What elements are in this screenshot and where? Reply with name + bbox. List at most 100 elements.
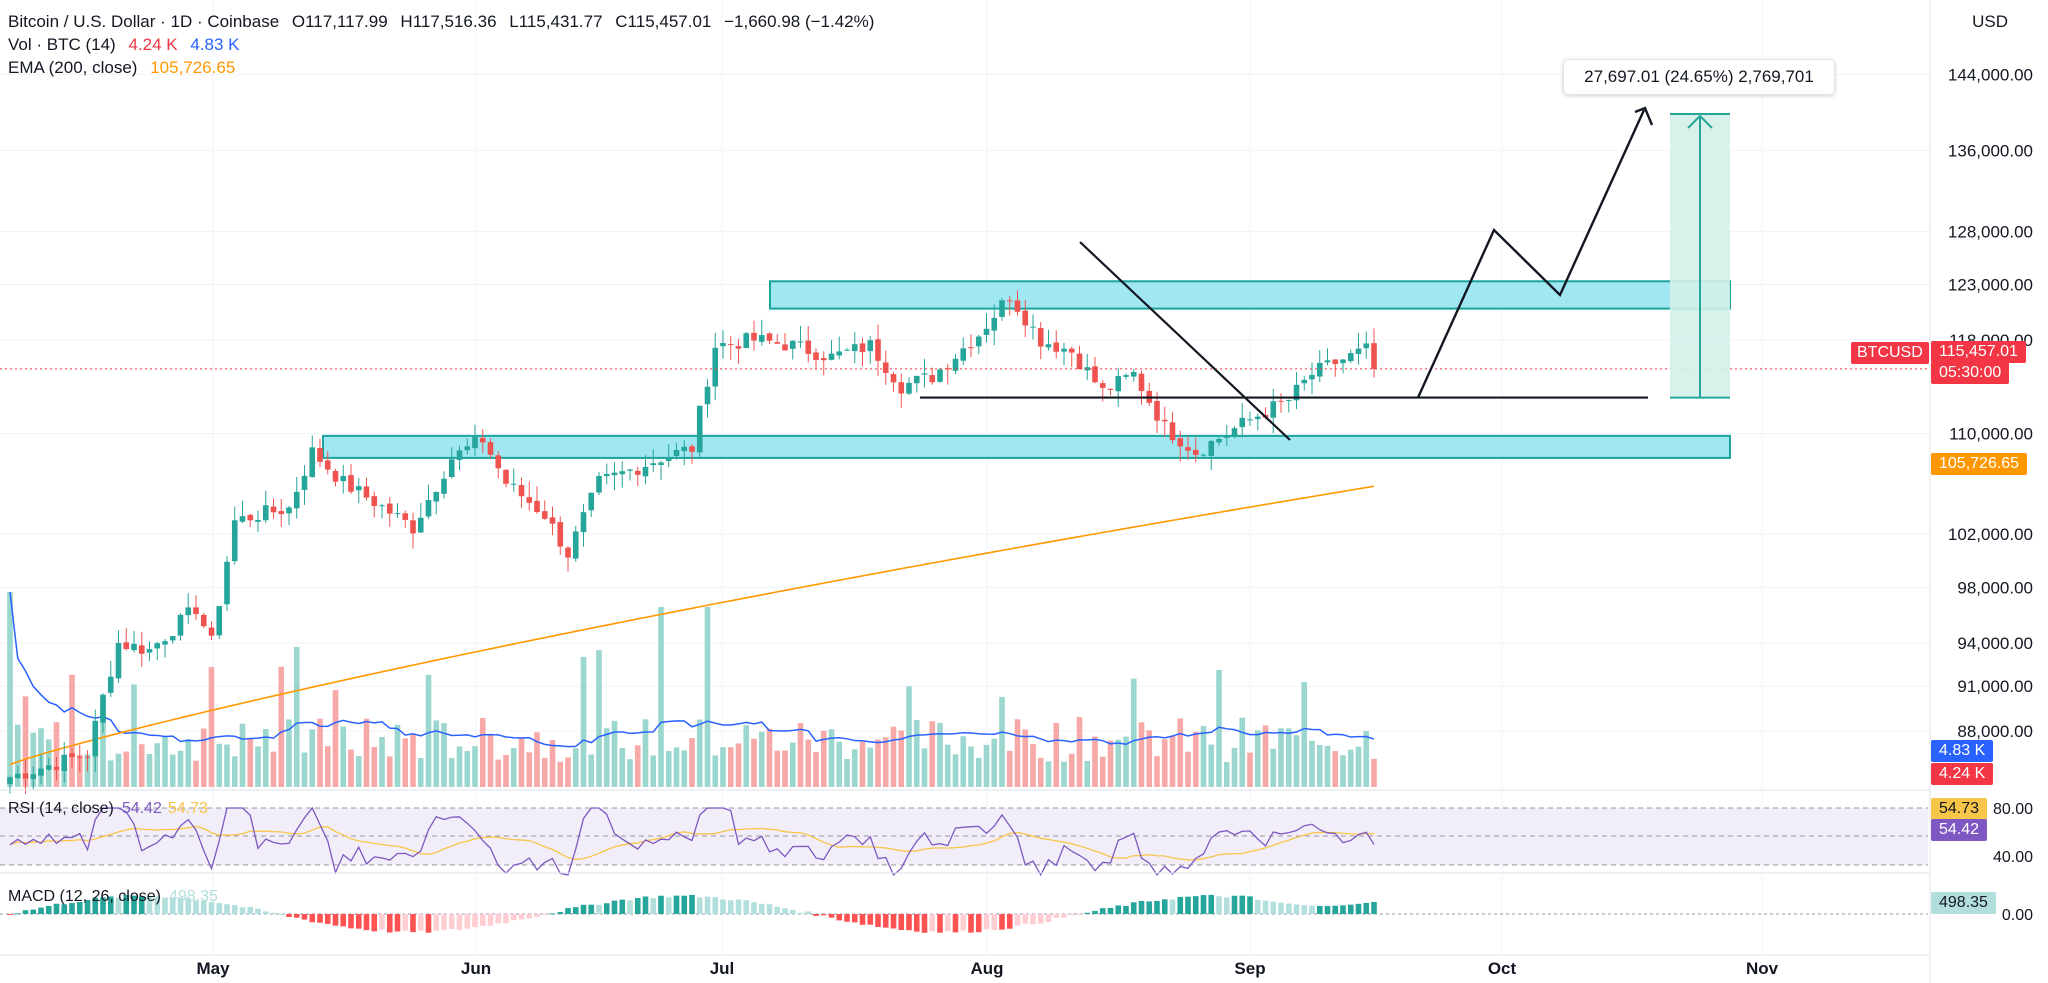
macd-histogram-bar [1192,896,1199,914]
macd-histogram-bar [1130,902,1137,914]
candle-body [665,457,672,461]
ema-label[interactable]: EMA (200, close) [8,58,138,77]
macd-histogram-bar [61,904,68,914]
macd-histogram-bar [960,914,967,931]
macd-histogram-bar [270,912,277,914]
volume-bar [758,731,765,787]
volume-bar [859,741,866,787]
macd-histogram-bar [898,914,905,931]
candle-body [69,753,75,758]
macd-histogram-bar [146,896,153,914]
macd-histogram-bar [100,897,106,914]
candle-body [882,362,889,373]
macd-histogram-bar [758,903,765,914]
candle-body [479,437,486,443]
volume-bar [1340,755,1346,787]
macd-histogram-bar [650,898,657,914]
candle-body [84,756,91,758]
candle-body [301,475,308,490]
candle-body [735,346,742,349]
volume-bar [782,750,788,787]
ema-line [9,485,1375,766]
candle-body [588,492,595,511]
candle-body [968,347,974,349]
volume-bar [913,720,920,787]
volume-bar [239,723,246,787]
macd-histogram-bar [1068,914,1075,916]
volume-bar [1130,678,1137,787]
currency-label[interactable]: USD [1972,12,2008,31]
volume-bar [1061,761,1067,787]
candle-body [1006,300,1013,302]
macd-histogram-bar [743,900,750,914]
candle-body [549,517,556,524]
candle-body [1239,417,1246,428]
macd-histogram-bar [394,914,401,932]
candle-body [526,497,533,503]
time-axis-label: Nov [1746,959,1779,978]
candle-body [371,496,378,507]
macd-histogram-bar [162,897,168,914]
macd-histogram-bar [557,912,564,914]
volume-bar [975,757,982,787]
candle-body [782,344,788,351]
macd-histogram-bar [689,894,695,914]
macd-histogram-bar [766,904,773,914]
volume-bar [293,647,300,787]
macd-histogram-bar [92,897,99,914]
volume-bar [332,690,339,787]
volume-bar [1316,744,1323,787]
macd-histogram-bar [402,914,409,931]
volume-bar [162,736,168,787]
volume-bar [7,592,13,787]
volume-bar [371,746,378,787]
time-axis-label: May [196,959,230,978]
resistance-zone [769,280,1731,310]
volume-bar [1169,735,1176,787]
macd-histogram-bar [1309,905,1315,914]
candle-body [1270,401,1277,418]
symbol-title[interactable]: Bitcoin / U.S. Dollar · 1D · Coinbase [8,12,280,31]
candle-body [774,342,781,344]
macd-label[interactable]: MACD (12, 26, close) [8,888,161,905]
macd-histogram-bar [565,908,571,914]
macd-histogram-bar [518,914,525,920]
volume-bar [1247,752,1253,787]
macd-histogram-bar [875,914,881,928]
volume-bar [1200,726,1207,787]
volume-bar [355,756,362,787]
candle-body [627,469,633,471]
ema-price-tag: 105,726.65 [1931,453,2028,475]
volume-bar [1092,736,1098,787]
macd-histogram-bar [185,898,192,914]
candle-body [154,643,161,649]
volume-bar [1332,751,1339,787]
macd-histogram-bar [735,899,742,914]
candle-body [913,375,920,384]
candle-body [162,641,168,645]
time-axis[interactable]: May Jun Jul Aug Sep Oct Nov [196,959,1778,978]
rsi-label[interactable]: RSI (14, close) [8,800,114,817]
candle-body [92,720,99,757]
volume-bar [456,746,463,787]
candle-body [1332,359,1339,364]
macd-histogram-bar [1278,902,1284,914]
volume-label[interactable]: Vol · BTC (14) [8,35,116,54]
macd-histogram-bar [1022,914,1029,924]
volume-bar [69,674,75,787]
volume-bar [805,739,812,787]
volume-bar [588,754,595,787]
price-tick-label: 110,000.00 [1949,424,2033,443]
volume-bar [53,722,60,787]
volume-bar [317,718,323,787]
macd-histogram-bar [487,914,494,926]
candle-body [580,512,587,533]
volume-bar [704,607,711,787]
drawings[interactable] [0,106,1930,441]
macd-histogram-bar [805,911,812,914]
volume-bar [22,696,29,787]
candle-body [1231,428,1238,436]
rsi-pane [0,806,1928,877]
candle-body [472,436,478,449]
